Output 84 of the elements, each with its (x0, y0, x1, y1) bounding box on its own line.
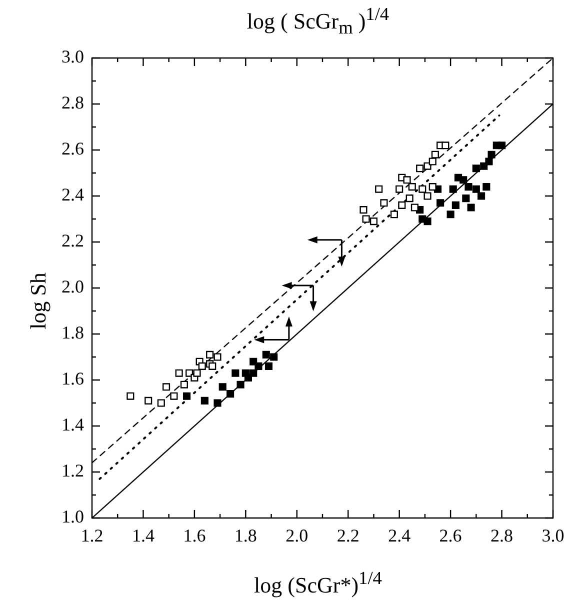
x-tick-label: 2.2 (336, 526, 360, 546)
y-tick-label: 1.8 (62, 322, 84, 343)
point (485, 158, 493, 166)
x-tick-label: 2.4 (388, 526, 411, 546)
point (380, 199, 388, 207)
point (250, 369, 258, 377)
x-tick-label: 1.8 (234, 526, 257, 546)
point (436, 199, 444, 207)
point (396, 185, 404, 193)
point (226, 390, 234, 398)
y-tick-label: 2.0 (62, 276, 84, 297)
point (418, 185, 426, 193)
point (262, 350, 270, 358)
point (408, 183, 416, 191)
point (144, 396, 152, 404)
point (232, 369, 240, 377)
point (390, 210, 398, 218)
point (270, 353, 278, 361)
point (264, 362, 272, 370)
point (406, 194, 414, 202)
point (410, 204, 418, 212)
point (198, 362, 206, 370)
point (472, 164, 480, 172)
y-tick-label: 2.8 (62, 92, 84, 113)
point (442, 142, 450, 150)
y-tick-label: 1.2 (62, 460, 84, 481)
point (452, 201, 460, 209)
point (488, 150, 496, 158)
y-tick-label: 1.4 (62, 414, 84, 435)
y-tick-label: 1.0 (62, 506, 84, 527)
point (214, 399, 222, 407)
point (157, 399, 165, 407)
point (449, 185, 457, 193)
x-tick-label: 1.4 (132, 526, 154, 546)
point (428, 183, 436, 191)
point (200, 396, 208, 404)
point (498, 142, 506, 150)
point (467, 204, 475, 212)
point (464, 183, 472, 191)
point (180, 380, 188, 388)
y-tick-label: 2.4 (62, 184, 84, 205)
y-tick-label: 2.2 (62, 230, 84, 251)
point (416, 164, 424, 172)
point (182, 392, 191, 400)
point (398, 201, 406, 209)
point (424, 218, 432, 226)
point (424, 162, 432, 170)
point (472, 185, 480, 193)
point (236, 380, 244, 388)
point (362, 215, 370, 223)
point (170, 392, 178, 400)
point (360, 206, 368, 214)
x-tick-label: 2.8 (490, 526, 514, 546)
point (193, 369, 201, 377)
point (162, 383, 170, 391)
point (460, 176, 468, 184)
point (431, 150, 439, 158)
x-axis-title: log (ScGr*)$^{1/4}$ (253, 568, 383, 598)
point (254, 362, 262, 370)
point (375, 185, 383, 193)
x-tick-label: 2.0 (286, 526, 308, 546)
x-tick-label: 1.2 (80, 526, 104, 546)
point (208, 362, 216, 370)
point (218, 383, 226, 391)
point (370, 218, 378, 226)
x2-axis-title: log ( ScGr$_{m}$ )$^{1/4}$ (246, 4, 390, 39)
point (126, 392, 134, 400)
y-tick-label: 3.0 (62, 46, 84, 67)
point (446, 210, 454, 218)
point (428, 158, 436, 166)
point (175, 369, 183, 377)
point (403, 176, 411, 184)
y-axis-title: log Sh (25, 272, 52, 330)
point (478, 192, 486, 200)
point (206, 350, 214, 358)
y-tick-label: 2.6 (62, 138, 84, 159)
x-tick-label: 1.6 (183, 526, 206, 546)
x-tick-label: 3.0 (542, 526, 564, 546)
x-tick-label: 2.6 (439, 526, 462, 546)
y-tick-label: 1.6 (62, 368, 84, 389)
point (462, 194, 470, 202)
point (214, 353, 222, 361)
point (482, 183, 490, 191)
point (424, 192, 432, 200)
